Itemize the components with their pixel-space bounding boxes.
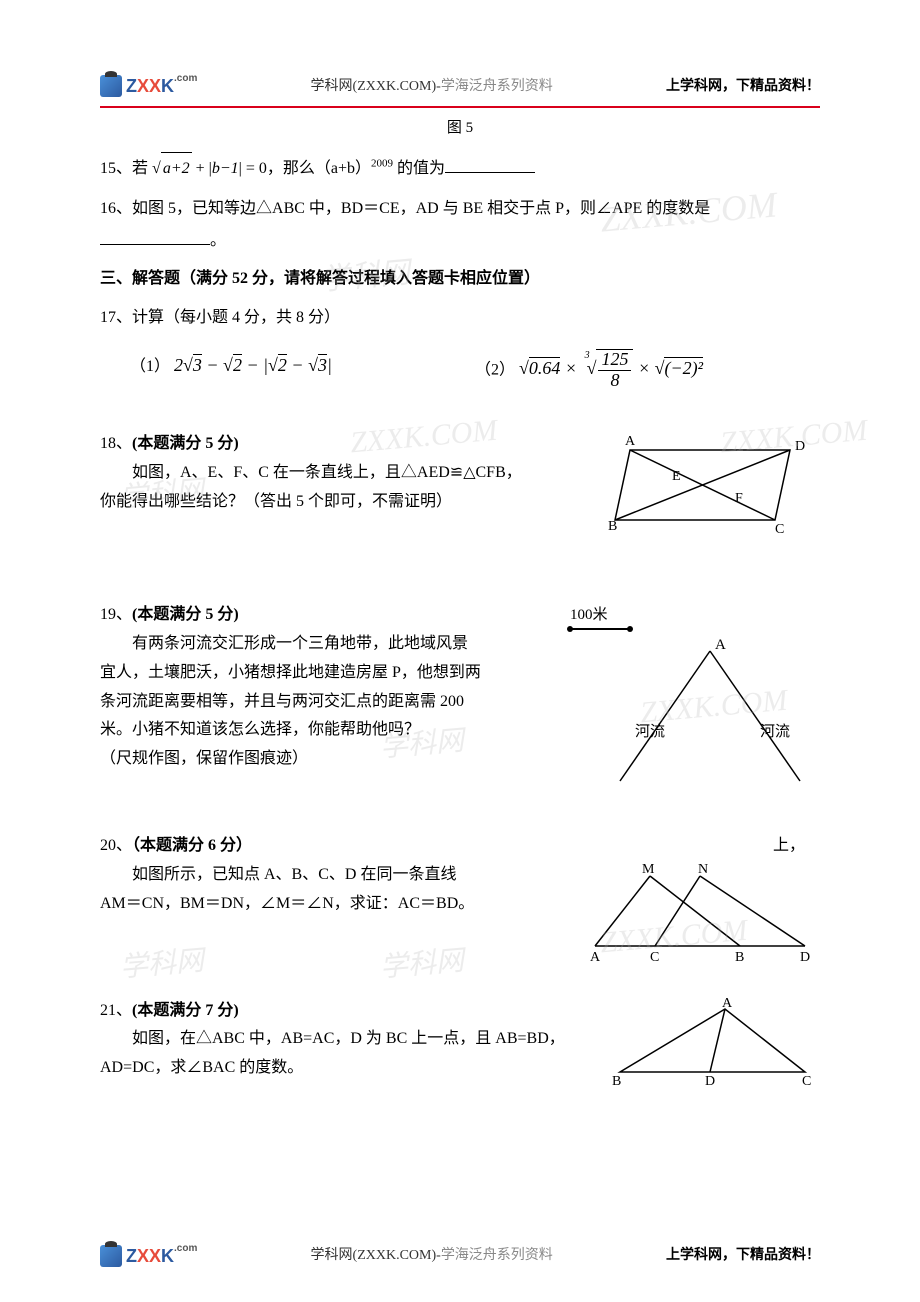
question-17: 17、计算（每小题 4 分，共 8 分） — [100, 302, 820, 334]
figure-5-label: 图 5 — [100, 115, 820, 142]
q17-sub2: （2） √0.64 × 3√1258 × √(−2)² — [475, 349, 820, 391]
question-20: 20、（本题满分 6 分） 如图所示，已知点 A、B、C、D 在同一条直线 AM… — [100, 832, 820, 972]
q15-number: 15、 — [100, 160, 132, 177]
question-16: 16、如图 5，已知等边△ABC 中，BD＝CE，AD 与 BE 相交于点 P，… — [100, 193, 820, 257]
q15-expr: √a+2 — [152, 160, 192, 177]
q17-sub1-label: （1） — [130, 358, 170, 375]
q21-figure: A B D C — [600, 997, 820, 1098]
q18-line1: 如图，A、E、F、C 在一条直线上，且△AED≌△CFB， — [100, 459, 580, 488]
page-content: 图 5 15、若 √a+2 + |b−1| = 0，那么（a+b）2009 的值… — [100, 115, 820, 1097]
q15-close: | = 0，那么（a+b） — [239, 160, 371, 177]
svg-text:B: B — [608, 519, 617, 534]
logo: ZXXK.com — [100, 70, 197, 102]
q19-title: (本题满分 5 分) — [132, 606, 239, 623]
q19-line4: 米。小猪不知道该怎么选择，你能帮助他吗？ — [100, 716, 540, 745]
svg-text:C: C — [650, 950, 659, 961]
q20-line1b: 上， — [580, 832, 820, 861]
q19-number: 19、 — [100, 606, 132, 623]
header-center: 学科网(ZXXK.COM)-学海泛舟系列资料 — [311, 74, 553, 99]
q18-title: (本题满分 5 分) — [132, 435, 239, 452]
svg-text:D: D — [705, 1074, 715, 1087]
q21-title: (本题满分 7 分) — [132, 1002, 239, 1019]
svg-text:E: E — [672, 469, 681, 484]
q19-line1: 有两条河流交汇形成一个三角地带，此地域风景 — [100, 630, 540, 659]
question-19: 19、(本题满分 5 分) 有两条河流交汇形成一个三角地带，此地域风景 宜人，土… — [100, 601, 820, 802]
footer-logo: ZXXK.com — [100, 1240, 197, 1272]
q21-line2: AD=DC，求∠BAC 的度数。 — [100, 1054, 580, 1083]
page-header: ZXXK.com 学科网(ZXXK.COM)-学海泛舟系列资料 上学科网，下精品… — [100, 70, 820, 108]
svg-text:C: C — [802, 1074, 811, 1087]
svg-text:河流: 河流 — [635, 723, 665, 740]
q20-line1a: 如图所示，已知点 A、B、C、D 在同一条直线 — [100, 861, 560, 890]
q20-number: 20、 — [100, 837, 132, 854]
q19-figure: 100米 A 河流 河流 — [560, 601, 820, 802]
footer-logo-icon — [100, 1245, 122, 1267]
q16-blank — [100, 227, 210, 245]
svg-text:D: D — [800, 950, 810, 961]
svg-text:A: A — [715, 637, 726, 653]
q19-line3: 条河流距离要相等，并且与两河交汇点的距离需 200 — [100, 688, 540, 717]
svg-text:河流: 河流 — [760, 723, 790, 740]
q21-line1: 如图，在△ABC 中，AB=AC，D 为 BC 上一点，且 AB=BD， — [100, 1025, 580, 1054]
q19-line2: 宜人，土壤肥沃，小猪想择此地建造房屋 P，他想到两 — [100, 659, 540, 688]
q18-figure: A D B C E F — [600, 430, 820, 551]
q15-blank — [445, 155, 535, 173]
svg-text:A: A — [625, 434, 636, 449]
svg-text:D: D — [795, 439, 805, 454]
svg-text:100米: 100米 — [570, 606, 608, 623]
q15-suffix: 的值为 — [393, 160, 445, 177]
q20-title: （本题满分 6 分） — [132, 837, 252, 854]
page-footer: ZXXK.com 学科网(ZXXK.COM)-学海泛舟系列资料 上学科网，下精品… — [100, 1240, 820, 1272]
svg-text:B: B — [735, 950, 744, 961]
question-21: 21、(本题满分 7 分) 如图，在△ABC 中，AB=AC，D 为 BC 上一… — [100, 997, 820, 1098]
svg-text:A: A — [722, 997, 733, 1011]
svg-text:M: M — [642, 862, 655, 877]
header-right: 上学科网，下精品资料！ — [666, 74, 820, 99]
q17-subs: （1） 2√3 − √2 − |√2 − √3| （2） √0.64 × 3√1… — [130, 349, 820, 391]
q17-sub2-label: （2） — [475, 361, 515, 378]
q15-prefix: 若 — [132, 160, 148, 177]
q15-plus: + | — [192, 160, 212, 177]
q16-number: 16、 — [100, 200, 132, 217]
svg-text:B: B — [612, 1074, 621, 1087]
question-18: 18、(本题满分 5 分) 如图，A、E、F、C 在一条直线上，且△AED≌△C… — [100, 430, 820, 551]
question-15: 15、若 √a+2 + |b−1| = 0，那么（a+b）2009 的值为 — [100, 152, 820, 185]
svg-text:F: F — [735, 491, 743, 506]
q17-title: 计算（每小题 4 分，共 8 分） — [132, 309, 340, 326]
q16-text: 如图 5，已知等边△ABC 中，BD＝CE，AD 与 BE 相交于点 P，则∠A… — [132, 200, 710, 217]
q15-b: b−1 — [212, 160, 239, 177]
logo-text: ZXXK.com — [126, 70, 197, 102]
footer-right: 上学科网，下精品资料！ — [666, 1243, 820, 1268]
footer-center: 学科网(ZXXK.COM)-学海泛舟系列资料 — [311, 1243, 553, 1268]
q16-end: 。 — [210, 232, 226, 249]
svg-text:N: N — [698, 862, 708, 877]
svg-text:A: A — [590, 950, 601, 961]
logo-icon — [100, 75, 122, 97]
q21-number: 21、 — [100, 1002, 132, 1019]
footer-logo-text: ZXXK.com — [126, 1240, 197, 1272]
q20-line2: AM＝CN，BM＝DN，∠M＝∠N，求证：AC＝BD。 — [100, 890, 560, 919]
q19-line5: （尺规作图，保留作图痕迹） — [100, 745, 540, 774]
q18-line2: 你能得出哪些结论？（答出 5 个即可，不需证明） — [100, 488, 580, 517]
svg-text:C: C — [775, 522, 784, 537]
q17-number: 17、 — [100, 309, 132, 326]
q17-sub1: （1） 2√3 − √2 − |√2 − √3| — [130, 349, 475, 391]
q20-figure: 上， M N A C B D — [580, 832, 820, 972]
q15-sup: 2009 — [371, 158, 393, 170]
q18-number: 18、 — [100, 435, 132, 452]
section-3-title: 三、解答题（满分 52 分，请将解答过程填入答题卡相应位置） — [100, 265, 820, 294]
